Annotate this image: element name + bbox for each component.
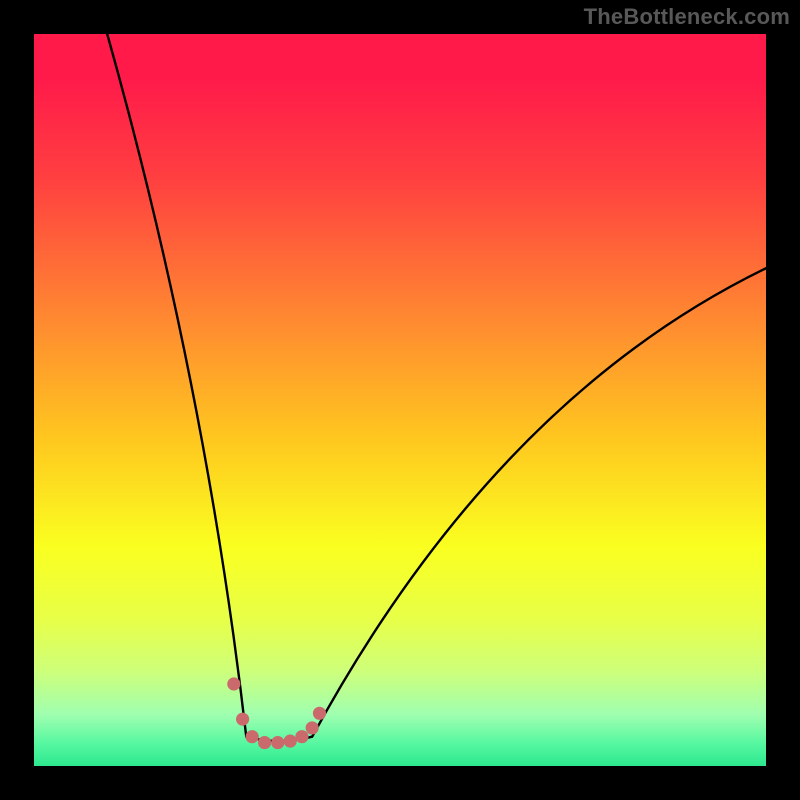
marker-dot [246, 730, 259, 743]
marker-dot [313, 707, 326, 720]
marker-dot [306, 721, 319, 734]
marker-dot [258, 736, 271, 749]
plot-background [34, 34, 766, 766]
marker-dot [271, 736, 284, 749]
marker-dot [236, 713, 249, 726]
marker-dot [227, 677, 240, 690]
bottleneck-chart [0, 0, 800, 800]
chart-container: TheBottleneck.com [0, 0, 800, 800]
watermark-text: TheBottleneck.com [584, 4, 790, 30]
marker-dot [295, 730, 308, 743]
marker-dot [284, 735, 297, 748]
